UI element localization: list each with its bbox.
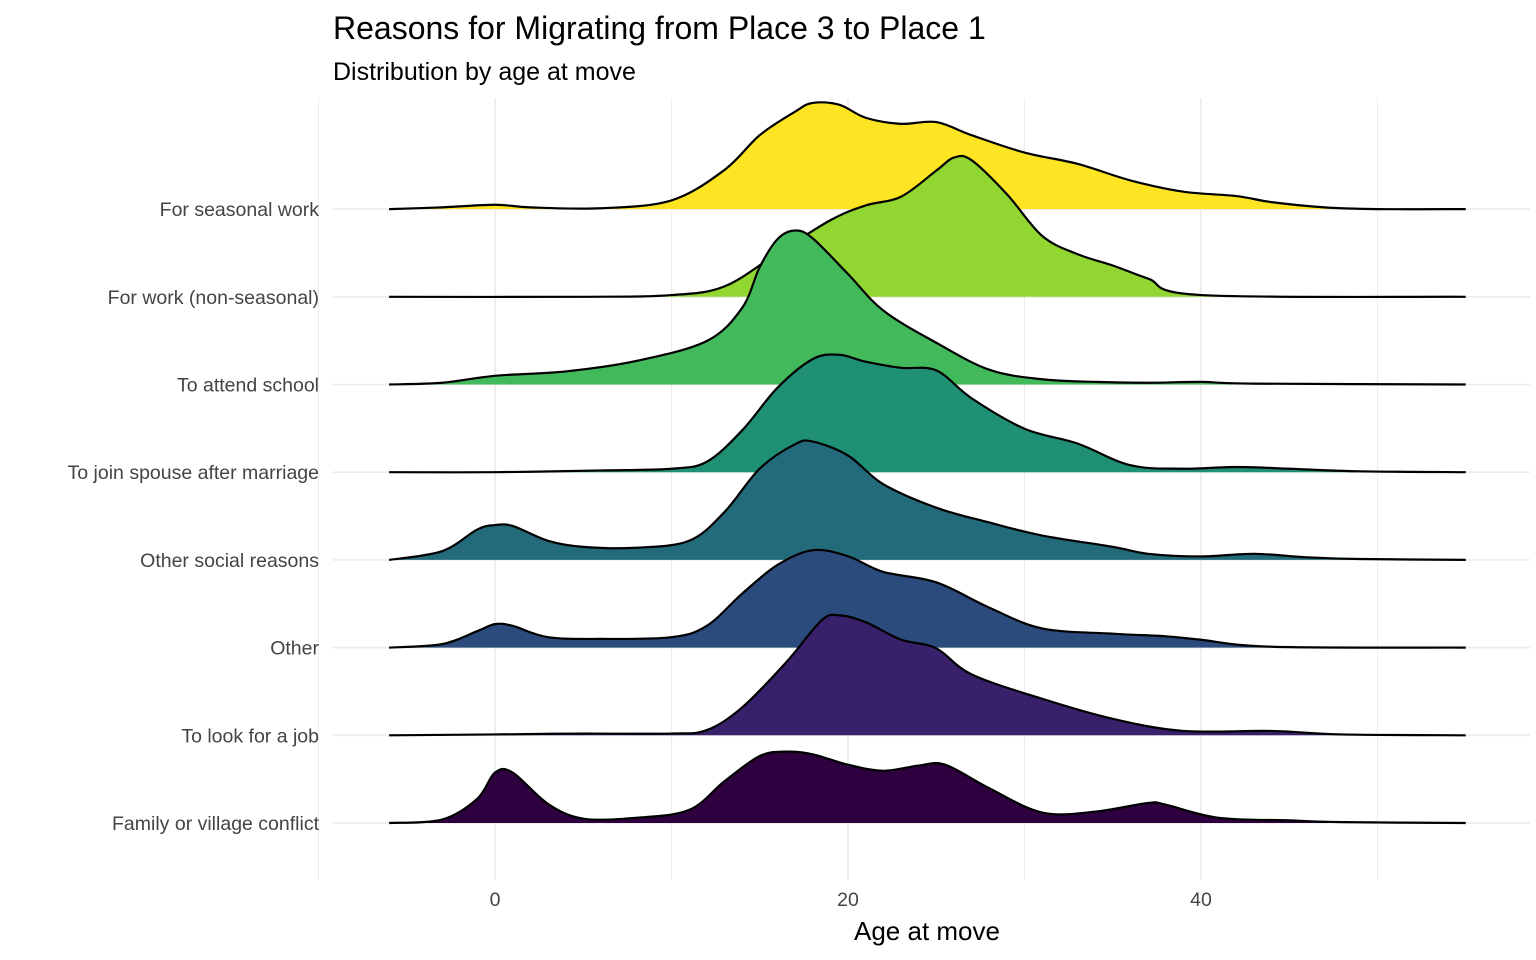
ridge-area-for-seasonal-work <box>389 102 1466 210</box>
ridge-outline-to-look-for-a-job <box>389 613 1466 737</box>
ridge-outline-for-work-non-seasonal <box>389 154 1466 299</box>
x-tick-label: 0 <box>490 889 501 911</box>
ridge-outline-to-attend-school <box>389 229 1466 386</box>
ridge-other <box>389 548 1466 649</box>
ridge-for-work-non-seasonal <box>389 154 1466 299</box>
x-tick-label: 20 <box>837 889 859 911</box>
ridge-outline-to-join-spouse-after-marriage <box>389 353 1466 474</box>
ridge-area-for-work-non-seasonal <box>389 155 1466 297</box>
ridge-area-to-join-spouse-after-marriage <box>389 354 1466 473</box>
ridge-family-or-village-conflict <box>389 750 1466 825</box>
ridge-to-join-spouse-after-marriage <box>389 353 1466 474</box>
ridge-area-other-social-reasons <box>389 440 1466 560</box>
ridge-for-seasonal-work <box>389 101 1466 211</box>
y-category-label: Family or village conflict <box>112 813 320 835</box>
x-axis-ticks: 0 20 40 <box>490 889 1212 911</box>
x-axis-label: Age at move <box>854 916 1000 946</box>
category-labels: Family or village conflict To look for a … <box>68 199 320 835</box>
ridge-area-to-look-for-a-job <box>389 614 1466 736</box>
chart-subtitle: Distribution by age at move <box>333 58 636 86</box>
y-category-label: To look for a job <box>181 725 319 747</box>
ridge-area-other <box>389 549 1466 648</box>
y-category-label: For seasonal work <box>160 199 320 221</box>
ridge-other-social-reasons <box>388 439 1466 561</box>
ridge-outline-family-or-village-conflict <box>389 750 1466 825</box>
y-category-label: Other social reasons <box>140 550 319 572</box>
ridge-area-to-attend-school <box>389 230 1466 385</box>
ridge-outline-other <box>389 548 1466 649</box>
y-category-label: For work (non-seasonal) <box>108 287 319 309</box>
ridge-outline-other-social-reasons <box>388 439 1466 561</box>
ridge-outline-for-seasonal-work <box>389 101 1466 211</box>
ridge-area-family-or-village-conflict <box>389 751 1466 823</box>
ridge-to-look-for-a-job <box>389 613 1466 737</box>
y-category-label: To attend school <box>177 375 319 397</box>
ridge-to-attend-school <box>389 229 1466 386</box>
x-tick-label: 40 <box>1190 889 1212 911</box>
y-category-label: To join spouse after marriage <box>68 462 319 484</box>
y-category-label: Other <box>270 638 319 660</box>
ridges <box>388 101 1466 825</box>
chart-title: Reasons for Migrating from Place 3 to Pl… <box>333 10 986 46</box>
